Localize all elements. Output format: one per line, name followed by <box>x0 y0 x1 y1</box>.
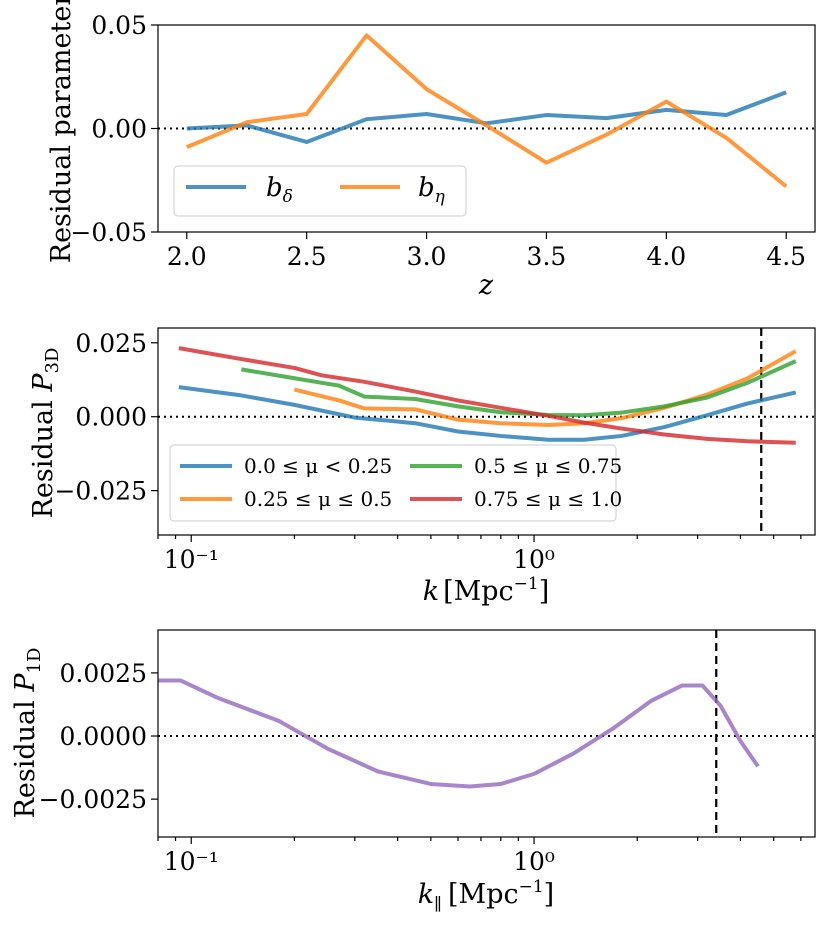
x-tick-label: 4.0 <box>646 242 686 271</box>
panel-bias-parameters: Residual parameter 0.05 0.00 −0.05 2.0 2.5 3.… <box>46 0 816 301</box>
x-tick-label: 10⁰ <box>513 545 555 574</box>
x-tick-label: 2.0 <box>167 242 207 271</box>
panel-2-xlabel: k [Mpc−1] <box>423 574 550 607</box>
x-tick-label: 3.5 <box>527 242 567 271</box>
series-line-p1d-residual <box>158 678 760 789</box>
panel-2-ylabel: Residual P3D <box>28 348 63 519</box>
panel-1-ylabel: Residual parameter <box>46 0 77 263</box>
series-line-0-5-0-75 <box>240 359 797 418</box>
legend-label-mu-2: 0.5 ≤ μ ≤ 0.75 <box>474 454 622 478</box>
panel-3-xlabel: k∥ [Mpc−1] <box>418 877 554 915</box>
panel-2-legend: 0.0 ≤ μ < 0.25 0.25 ≤ μ ≤ 0.5 0.5 ≤ μ ≤ … <box>169 444 622 522</box>
panel-p3d-residual: Residual P3D 0.025 0.000 −0.025 10⁻¹ 10⁰ 0.0… <box>28 327 816 607</box>
legend-label-mu-1: 0.25 ≤ μ ≤ 0.5 <box>244 487 392 511</box>
series-line-0-75-1-0 <box>178 346 796 445</box>
x-tick-label: 2.5 <box>287 242 327 271</box>
panel-2-legend-box <box>169 444 617 522</box>
y-tick-label: 0.00 <box>91 115 147 144</box>
y-tick-label: −0.025 <box>54 477 147 506</box>
x-tick-label: 10⁰ <box>513 847 555 876</box>
x-tick-label: 10⁻¹ <box>164 847 219 876</box>
y-tick-label: 0.0000 <box>60 722 147 751</box>
y-tick-label: 0.025 <box>75 329 147 358</box>
panel-1-ylabel-text: Residual parameter <box>46 0 77 263</box>
y-tick-label: 0.000 <box>75 403 147 432</box>
x-tick-label: 4.5 <box>766 242 806 271</box>
legend-label-b-eta: bη <box>418 173 446 207</box>
panel-3-frame <box>157 629 816 838</box>
x-tick-label: 10⁻¹ <box>164 545 219 574</box>
panel-3-ylabel: Residual P1D <box>10 648 45 819</box>
panel-1-xlabel: z <box>478 270 494 301</box>
y-tick-label: −0.05 <box>70 218 147 247</box>
panel-1-legend: bδ bη <box>173 165 467 217</box>
series-line-0-0-0-25 <box>178 385 797 442</box>
series-line-b <box>186 33 788 189</box>
y-tick-label: 0.05 <box>91 11 147 40</box>
y-tick-label: 0.0025 <box>60 659 147 688</box>
panel-2-frame <box>157 327 816 536</box>
legend-label-mu-3: 0.75 ≤ μ ≤ 1.0 <box>474 487 622 511</box>
y-tick-label: −0.0025 <box>39 785 147 814</box>
legend-label-b-delta: bδ <box>266 173 293 207</box>
legend-label-mu-0: 0.0 ≤ μ < 0.25 <box>244 454 392 478</box>
series-line-0-25-0-5 <box>293 349 797 427</box>
x-tick-label: 3.0 <box>407 242 447 271</box>
panel-1-legend-box <box>173 165 467 217</box>
